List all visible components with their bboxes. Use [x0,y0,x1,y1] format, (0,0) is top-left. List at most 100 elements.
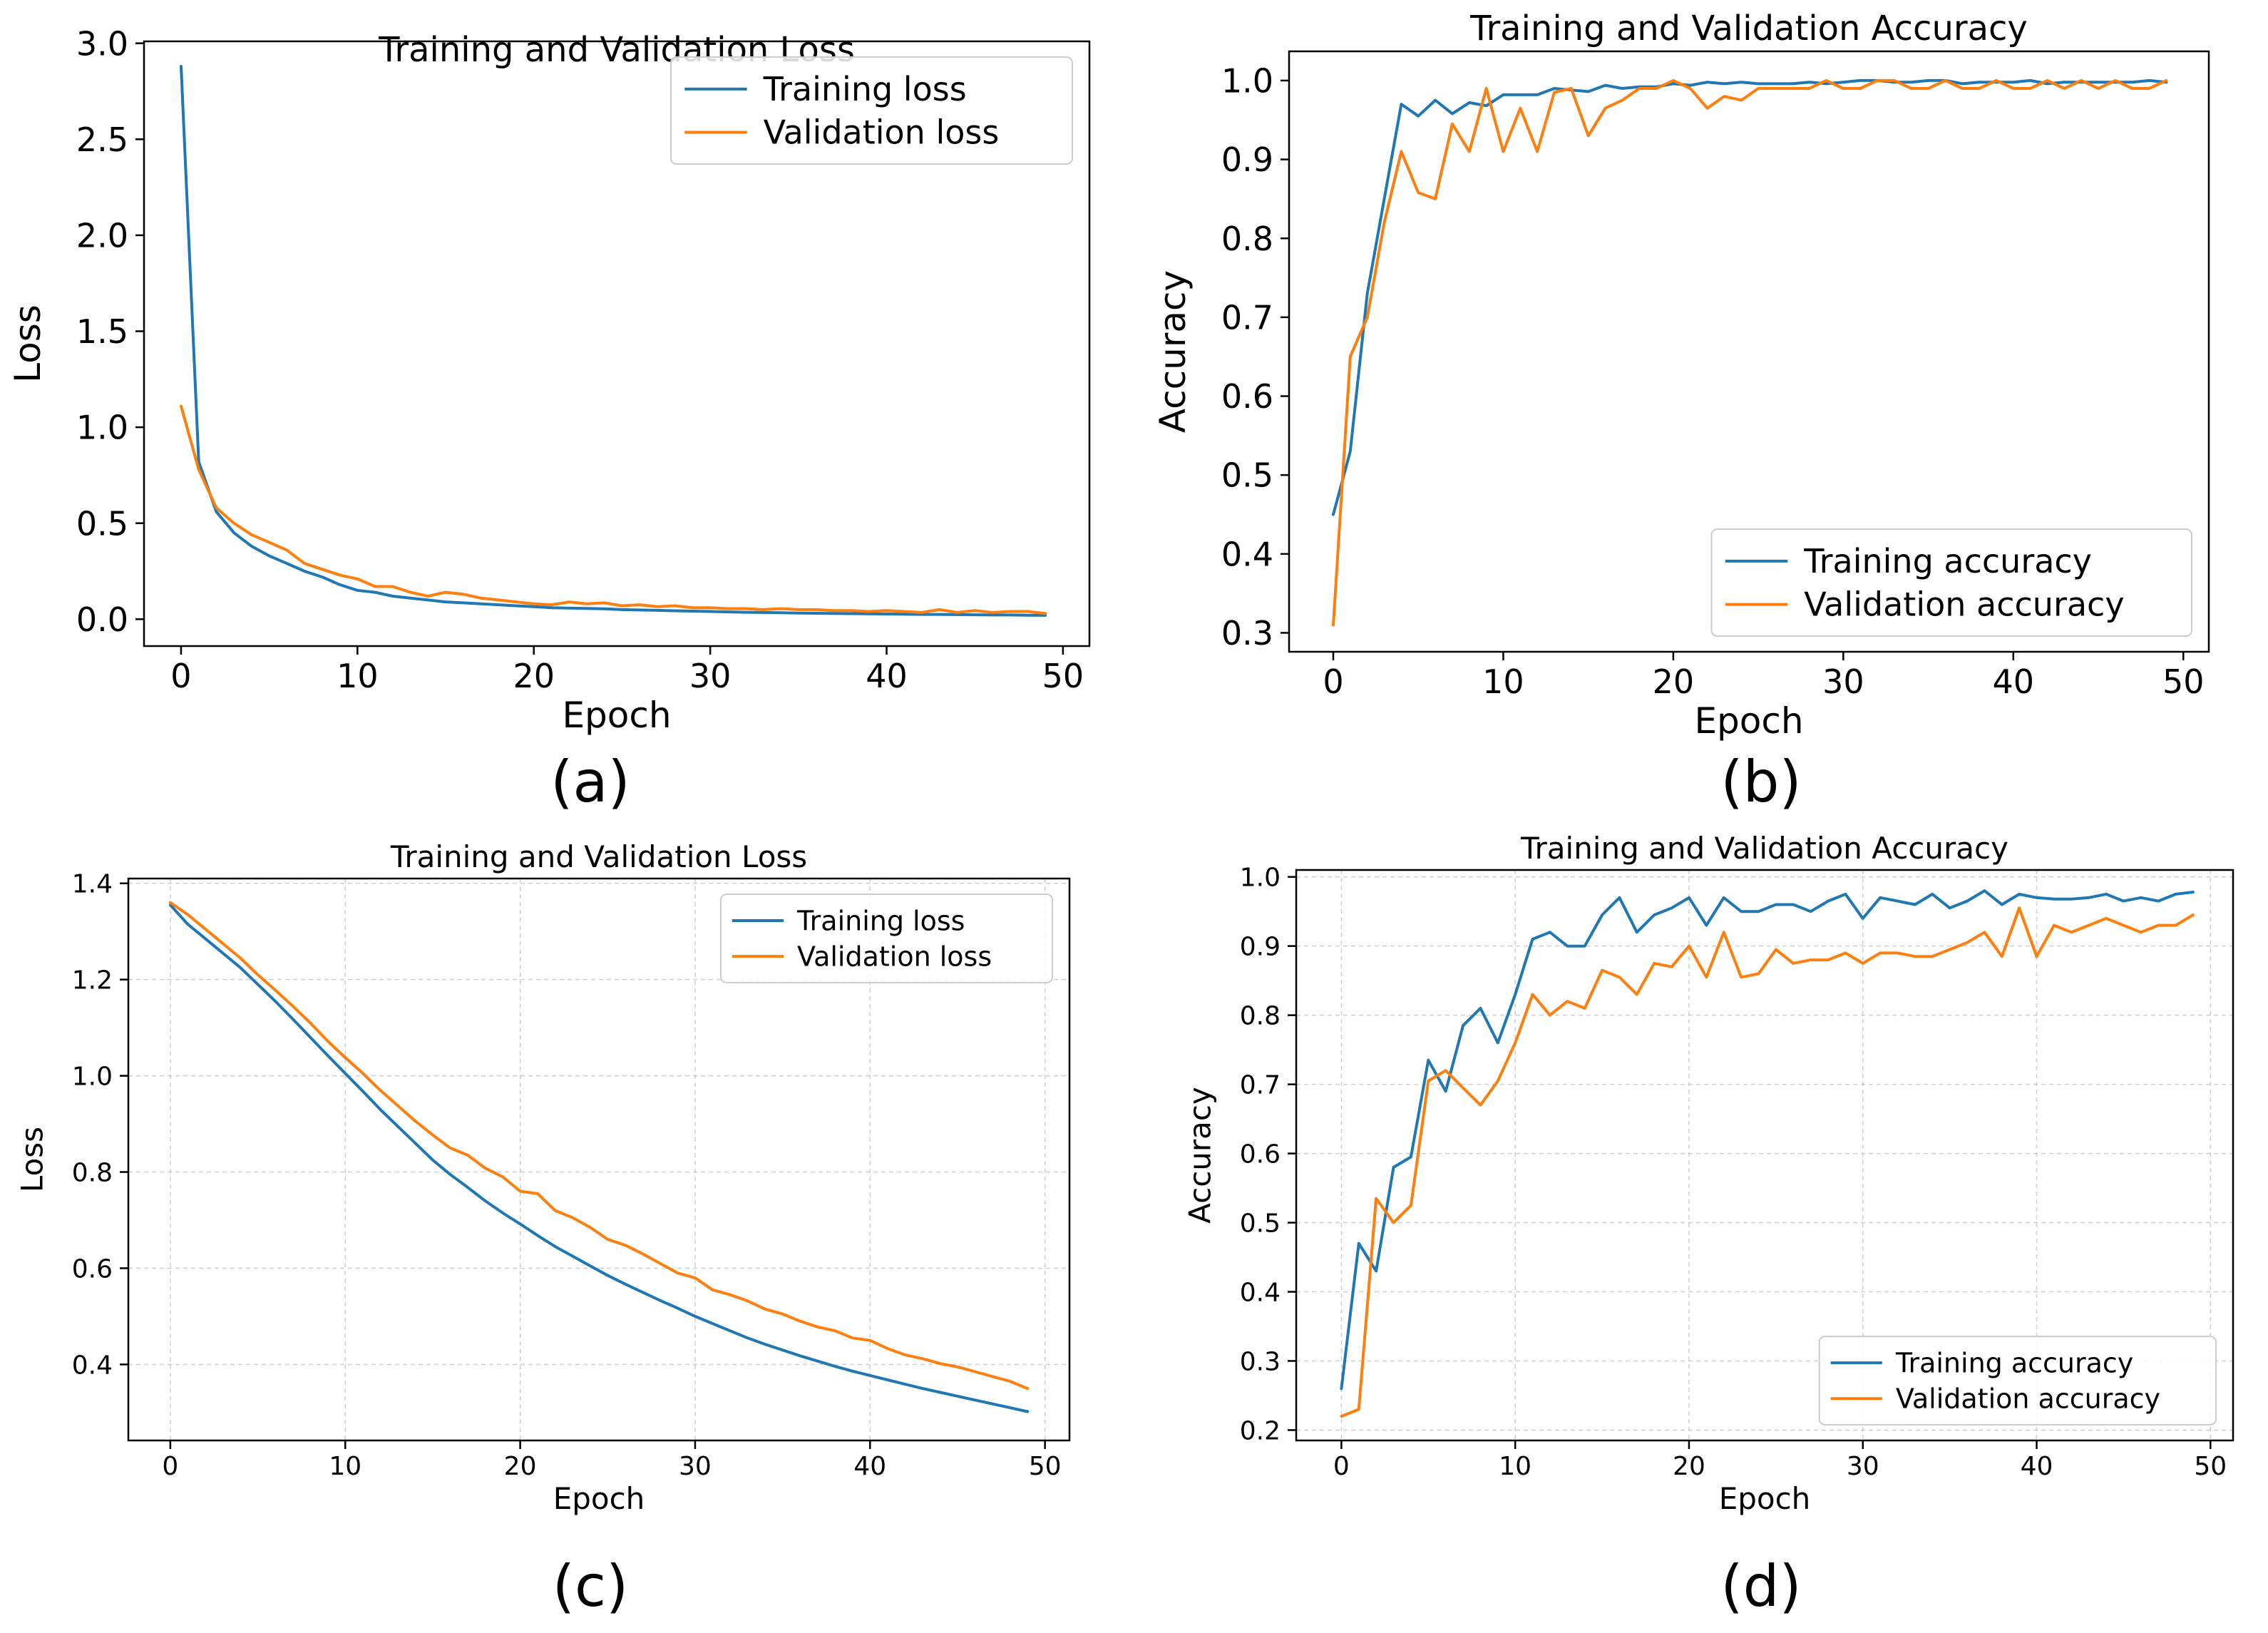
y-tick-label-3: 0.6 [1221,377,1273,416]
axes-frame [1288,50,2210,653]
x-tick-label-3: 30 [679,1452,712,1481]
legend: Training loss Validation loss [719,894,1053,983]
x-tick-label-4: 40 [866,657,908,695]
series-line-validation-accuracy [1340,906,2195,1418]
y-tick-label-6: 0.9 [1221,140,1273,179]
legend: Training loss Validation loss [669,56,1073,165]
legend-box [1818,1336,2217,1425]
x-tick-label-0: 0 [162,1452,178,1481]
legend-entry-0: Training loss [796,905,965,936]
legend-entry-1: Validation loss [764,113,1000,152]
y-axis-label: Loss [7,304,48,383]
x-tick-label-3: 30 [689,657,732,695]
x-axis-label: Epoch [1719,1481,1811,1516]
y-tick-label-4: 0.7 [1221,298,1273,337]
x-tick-label-0: 0 [1333,1452,1350,1481]
y-tick-label-0: 0.3 [1221,614,1273,652]
x-tick-label-4: 40 [1993,662,2035,701]
y-tick-label-0: 0.0 [76,600,128,639]
panel-label-b: (b) [1720,749,1801,815]
series-line-training-accuracy [1340,889,2195,1391]
chart-panel-d: 0 10 20 30 40 50 0.2 0.3 0.4 0.5 0.6 0.7 0.8 0.9 1.0 Ep… [1182,831,2234,1516]
legend-entry-1: Validation loss [797,941,992,972]
x-axis-label: Epoch [553,1481,645,1516]
x-tick-label-5: 50 [1042,657,1084,695]
x-tick-label-0: 0 [1323,662,1343,701]
x-tick-label-5: 50 [1029,1452,1062,1481]
y-tick-label-1: 0.6 [72,1254,113,1284]
y-tick-label-6: 0.8 [1240,1002,1281,1031]
y-tick-label-7: 1.0 [1221,61,1273,100]
x-tick-label-5: 50 [2194,1452,2227,1481]
series-line-training-accuracy [1332,78,2168,516]
x-tick-label-2: 20 [1653,662,1695,701]
y-tick-label-3: 1.5 [76,312,128,351]
y-axis-label: Accuracy [1152,270,1194,433]
y-tick-label-6: 3.0 [76,24,128,63]
x-tick-label-1: 10 [1499,1452,1531,1481]
chart-title: Training and Validation Accuracy [1469,9,2028,48]
x-tick-label-3: 30 [1847,1452,1879,1481]
x-tick-label-2: 20 [1673,1452,1705,1481]
y-axis-label: Loss [14,1127,49,1192]
legend-entry-0: Training accuracy [1803,542,2092,580]
y-tick-label-5: 0.8 [1221,220,1273,258]
y-tick-label-2: 1.0 [76,409,128,447]
y-tick-label-4: 2.0 [76,216,128,255]
legend-entry-1: Validation accuracy [1804,585,2124,624]
x-tick-label-2: 20 [504,1452,537,1481]
y-tick-label-2: 0.8 [72,1159,113,1188]
y-tick-label-1: 0.3 [1240,1347,1281,1376]
y-tick-label-4: 0.6 [1240,1140,1281,1169]
x-tick-label-1: 10 [1482,662,1524,701]
y-tick-label-8: 1.0 [1240,864,1281,893]
legend-box [1710,528,2193,637]
y-tick-label-3: 0.5 [1240,1209,1281,1239]
legend-box [669,56,1073,165]
chart-panel-c: 0 10 20 30 40 50 0.4 0.6 0.8 1.0 1.2 1.4 Epoch Loss Tr… [14,839,1071,1516]
panel-label-c: (c) [553,1553,628,1619]
legend: Training accuracy Validation accuracy [1818,1336,2217,1425]
axes-frame [143,40,1091,647]
x-tick-label-2: 20 [513,657,555,695]
y-tick-label-4: 1.2 [72,966,113,995]
chart-title: Training and Validation Loss [390,839,807,874]
legend-entry-0: Training accuracy [1895,1347,2133,1378]
y-tick-label-3: 1.0 [72,1063,113,1092]
axes-frame [127,877,1071,1442]
chart-panel-a: 0 10 20 30 40 50 0.0 0.5 1.0 1.5 2.0 2.5 3.0 Epoch Los… [7,24,1091,736]
x-axis-label: Epoch [1694,700,1803,742]
series-line-training-loss [168,903,1030,1413]
y-tick-label-5: 2.5 [76,121,128,159]
legend: Training accuracy Validation accuracy [1710,528,2193,637]
legend-entry-1: Validation accuracy [1896,1383,2160,1415]
x-tick-label-1: 10 [337,657,379,695]
y-tick-label-0: 0.4 [72,1351,113,1380]
panel-label-a: (a) [550,749,630,815]
series-line-validation-loss [168,901,1030,1391]
series-line-validation-accuracy [1332,78,2168,627]
y-tick-label-7: 0.9 [1240,933,1281,962]
x-tick-label-4: 40 [2021,1452,2053,1481]
x-tick-label-1: 10 [329,1452,361,1481]
legend-entry-0: Training loss [763,70,967,108]
x-tick-label-5: 50 [2162,662,2205,701]
axes-frame [1295,869,2234,1442]
x-tick-label-0: 0 [170,657,191,695]
y-tick-label-2: 0.5 [1221,456,1273,495]
x-tick-label-3: 30 [1822,662,1864,701]
series-line-training-loss [180,65,1047,617]
y-tick-label-5: 0.7 [1240,1071,1281,1100]
chart-title: Training and Validation Accuracy [1520,831,2008,866]
x-tick-label-4: 40 [853,1452,886,1481]
x-axis-label: Epoch [562,695,671,736]
y-tick-label-1: 0.4 [1221,535,1273,573]
y-axis-label: Accuracy [1182,1087,1217,1224]
series-line-validation-loss [180,404,1047,615]
chart-panel-b: 0 10 20 30 40 50 0.3 0.4 0.5 0.6 0.7 0.8 0.9 1.0 Epoch… [1152,9,2210,742]
legend-box [719,894,1053,983]
y-tick-label-1: 0.5 [76,504,128,543]
y-tick-label-2: 0.4 [1240,1278,1281,1307]
panel-label-d: (d) [1720,1553,1801,1619]
